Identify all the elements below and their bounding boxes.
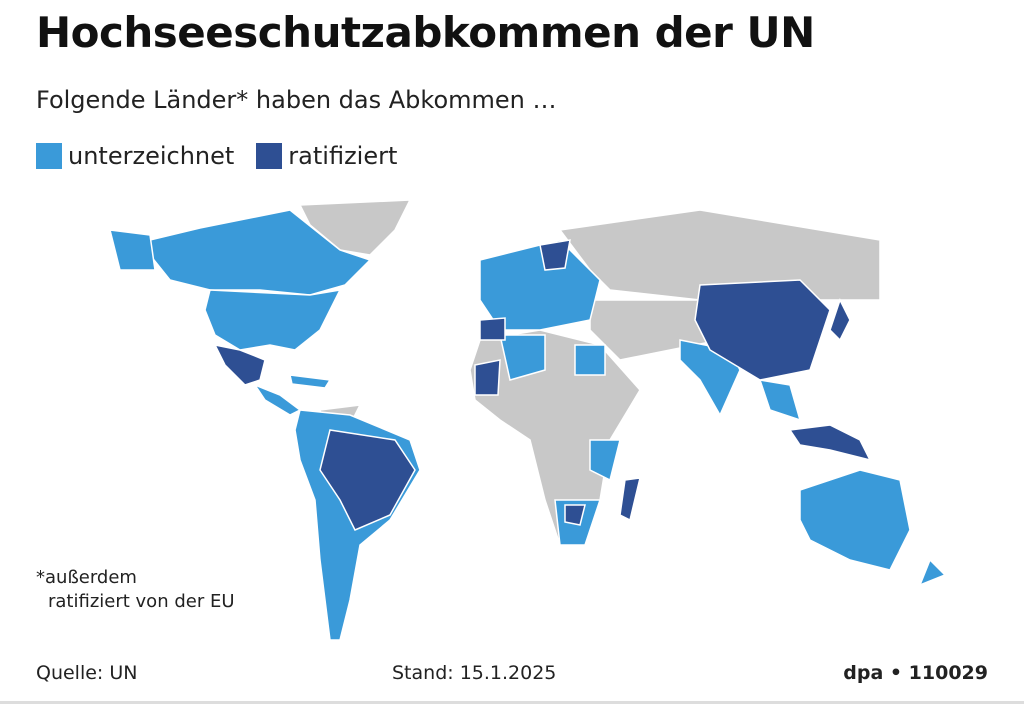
subtitle: Folgende Länder* haben das Abkommen … [36, 86, 557, 114]
world-map [109, 199, 947, 641]
agency-id: dpa • 110029 [843, 662, 988, 684]
footnote-line: ratifiziert von der EU [48, 591, 235, 612]
source: Quelle: UN [36, 662, 138, 684]
footnote: *außerdem ratifiziert von der EU [36, 566, 235, 614]
legend: unterzeichnet ratifiziert [36, 142, 397, 170]
date: Stand: 15.1.2025 [392, 662, 557, 684]
legend-swatch [256, 143, 283, 169]
ratified-countries [213, 239, 872, 531]
legend-label: ratifiziert [288, 142, 398, 170]
footnote-line: *außerdem [36, 567, 137, 588]
bottom-rule [0, 701, 1024, 704]
legend-swatch [36, 143, 62, 169]
legend-label: unterzeichnet [68, 142, 235, 170]
legend-item: ratifiziert [256, 142, 397, 170]
signed-countries [109, 209, 947, 641]
legend-item: unterzeichnet [36, 142, 234, 170]
title: Hochseeschutzabkommen der UN [36, 8, 815, 57]
